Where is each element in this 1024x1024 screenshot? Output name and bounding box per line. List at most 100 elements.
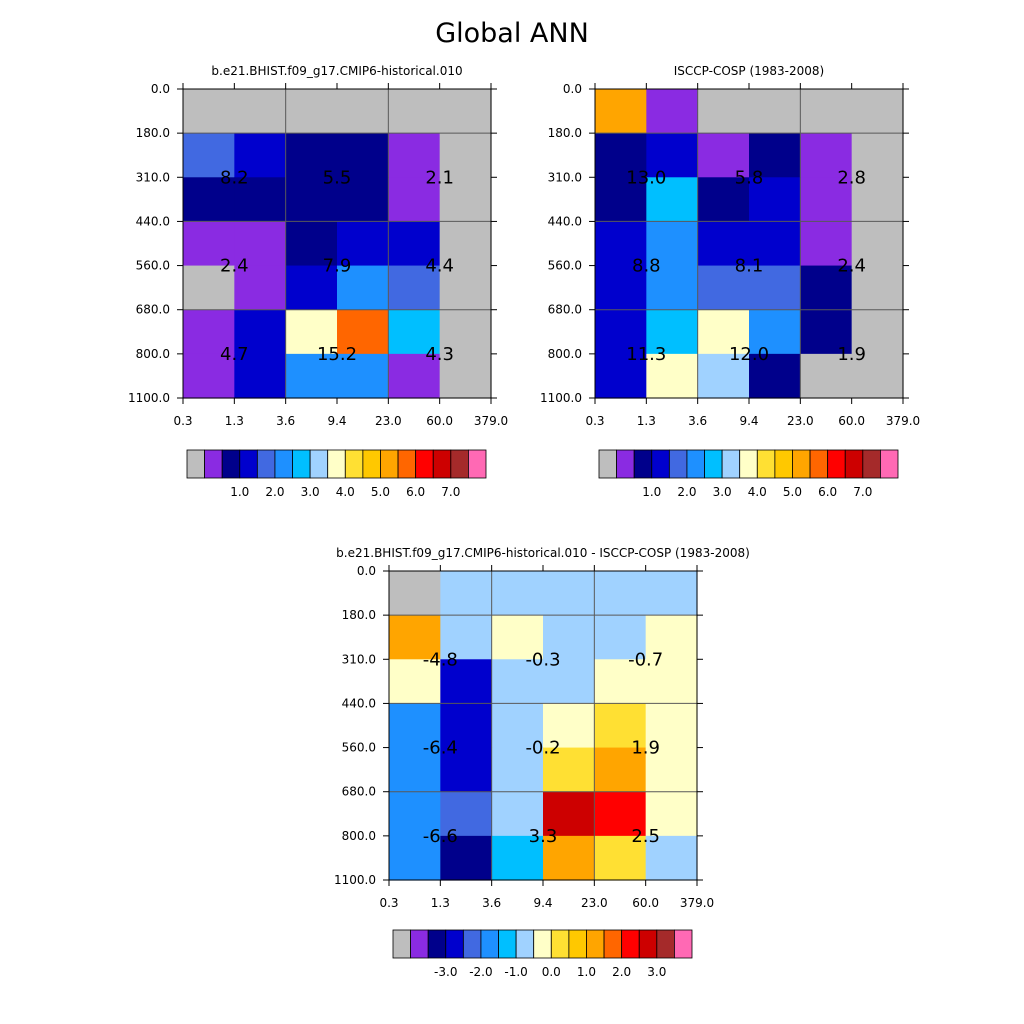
heatmap-cell xyxy=(491,835,544,881)
colorbar-label: 6.0 xyxy=(406,485,425,499)
y-tick-label: 1100.0 xyxy=(540,391,582,405)
heatmap-cell xyxy=(645,659,698,705)
heatmap-cell xyxy=(234,353,287,399)
heatmap-cell xyxy=(646,133,699,178)
heatmap-cell xyxy=(388,309,441,355)
heatmap-cell xyxy=(285,221,338,267)
x-tick-label: 23.0 xyxy=(581,896,608,910)
heatmap-cell xyxy=(234,89,287,134)
heatmap-cell xyxy=(749,265,801,311)
panel-model: b.e21.BHIST.f09_g17.CMIP6-historical.010… xyxy=(128,64,508,499)
cell-annotation: 1.9 xyxy=(631,738,660,759)
colorbar-swatch xyxy=(380,449,399,479)
heatmap-cell xyxy=(800,353,853,399)
heatmap-cell xyxy=(646,177,699,223)
cell-annotation: 4.7 xyxy=(220,344,249,365)
cell-annotation: 13.0 xyxy=(626,167,666,188)
y-tick-label: 1100.0 xyxy=(334,873,376,887)
heatmap-cell xyxy=(491,571,544,616)
colorbar-swatch xyxy=(186,449,205,479)
colorbar-swatch xyxy=(721,449,741,479)
colorbar-swatch xyxy=(674,929,693,959)
heatmap-cell xyxy=(595,309,647,355)
x-tick-label: 0.3 xyxy=(585,414,604,428)
x-tick-label: 1.3 xyxy=(637,414,656,428)
heatmap-cell xyxy=(389,615,441,660)
heatmap-cell xyxy=(749,309,801,355)
colorbar-swatch xyxy=(704,449,723,479)
heatmap-cell xyxy=(183,265,235,311)
y-tick-label: 680.0 xyxy=(136,303,170,317)
heatmap-cell xyxy=(440,835,493,881)
colorbar-label: 0.0 xyxy=(542,965,561,979)
colorbar-swatch xyxy=(256,449,276,479)
heatmap-cell xyxy=(439,221,492,267)
heatmap-cell xyxy=(646,353,699,399)
colorbar-swatch xyxy=(450,449,469,479)
colorbar-swatch xyxy=(309,449,329,479)
heatmap-cell xyxy=(851,221,904,267)
heatmap-cell xyxy=(439,309,492,355)
heatmap-cell xyxy=(388,177,441,223)
colorbar-label: -1.0 xyxy=(504,965,527,979)
colorbar-swatch xyxy=(427,929,447,959)
heatmap-cell xyxy=(645,615,698,660)
colorbar-label: 1.0 xyxy=(642,485,661,499)
heatmap-cell xyxy=(800,221,853,267)
x-tick-label: 1.3 xyxy=(431,896,450,910)
heatmap-cell xyxy=(388,221,441,267)
y-tick-label: 680.0 xyxy=(548,303,582,317)
cell-annotation: 11.3 xyxy=(626,344,666,365)
heatmap-cell xyxy=(337,221,389,267)
panel-observations: ISCCP-COSP (1983-2008) 0.3 1.3 3.6 9.4 23.0 60… xyxy=(540,64,920,499)
colorbar-label: 4.0 xyxy=(748,485,767,499)
heatmap-cell xyxy=(389,747,441,793)
colorbar-label: 2.0 xyxy=(265,485,284,499)
heatmap-cell xyxy=(439,133,492,178)
heatmap-cell xyxy=(749,177,801,223)
colorbar-swatch xyxy=(221,449,241,479)
colorbar-swatch xyxy=(480,929,499,959)
heatmap-cell xyxy=(439,89,492,134)
heatmap-cell xyxy=(594,703,647,749)
colorbar-swatch xyxy=(397,449,417,479)
colorbar-label: 4.0 xyxy=(336,485,355,499)
heatmap-cell xyxy=(234,309,287,355)
colorbar-swatch xyxy=(792,449,811,479)
y-tick-label: 560.0 xyxy=(136,259,170,273)
y-tick-label: 180.0 xyxy=(548,126,582,140)
x-tick-label: 3.6 xyxy=(276,414,295,428)
heatmap-cell xyxy=(800,89,853,134)
colorbar-swatch xyxy=(445,929,464,959)
heatmap-cell xyxy=(440,747,493,793)
colorbar-label: 7.0 xyxy=(441,485,460,499)
x-tick-label: 0.3 xyxy=(379,896,398,910)
colorbar-swatch xyxy=(462,929,482,959)
colorbar-swatch xyxy=(633,449,653,479)
cell-annotation: 5.5 xyxy=(323,167,352,188)
heatmap-cell xyxy=(543,571,595,616)
heatmap-cell xyxy=(543,835,595,881)
heatmap-cell xyxy=(491,659,544,705)
heatmap-cell xyxy=(595,89,647,134)
heatmap-cell xyxy=(749,133,801,178)
colorbar-swatch xyxy=(880,449,899,479)
heatmap-cell xyxy=(646,309,699,355)
colorbar-swatch xyxy=(862,449,881,479)
x-tick-label: 0.3 xyxy=(173,414,192,428)
colorbar-swatch xyxy=(327,449,346,479)
heatmap-cell xyxy=(234,177,287,223)
heatmap-cell xyxy=(697,177,750,223)
cell-annotation: -0.7 xyxy=(628,649,663,670)
heatmap-cell xyxy=(389,835,441,881)
y-tick-label: 440.0 xyxy=(342,696,376,710)
cell-annotation: 2.1 xyxy=(425,167,454,188)
heatmap-cell xyxy=(183,353,235,399)
y-tick-label: 0.0 xyxy=(357,564,376,578)
heatmap-cell xyxy=(439,353,492,399)
colorbar-label: 6.0 xyxy=(818,485,837,499)
y-tick-label: 310.0 xyxy=(342,652,376,666)
heatmap-cell xyxy=(749,221,801,267)
heatmap-cell xyxy=(851,265,904,311)
